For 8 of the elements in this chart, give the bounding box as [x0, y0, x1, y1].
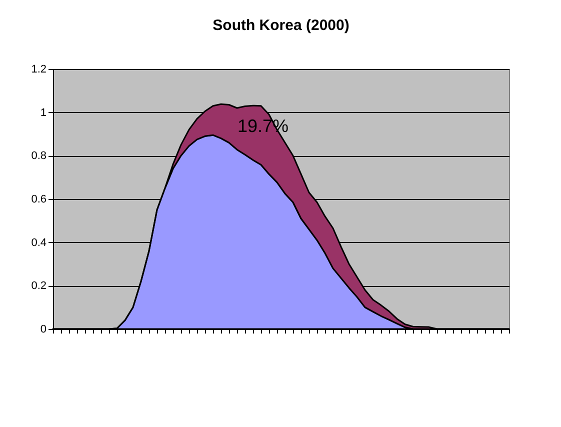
y-tick-label: 0.8 [31, 150, 46, 162]
y-tick-label: 0 [40, 324, 46, 336]
chart-title: South Korea (2000) [212, 17, 350, 34]
y-tick-label: 0.4 [31, 236, 46, 249]
y-tick-label: 1.2 [31, 64, 46, 76]
y-tick-label: 0.2 [31, 280, 46, 292]
y-tick-label: 0.6 [31, 194, 46, 206]
y-tick-label: 1 [40, 106, 46, 119]
